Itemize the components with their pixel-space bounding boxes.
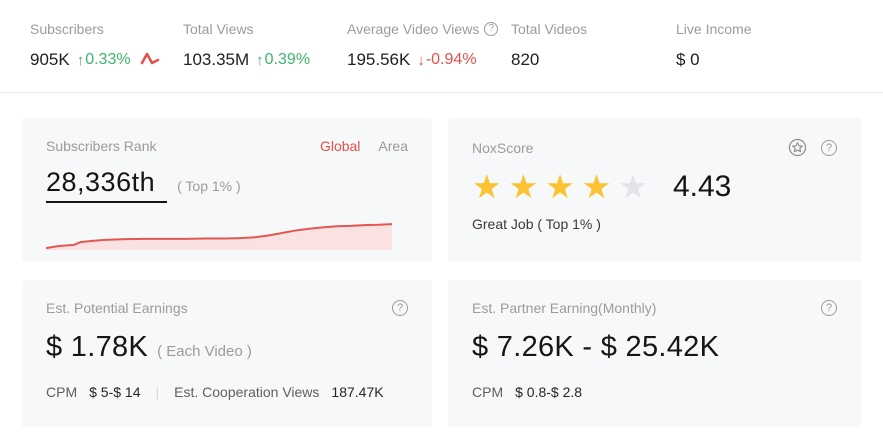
tab-global[interactable]: Global	[319, 138, 361, 154]
trend-down-icon: ↓	[417, 51, 425, 69]
partner-earnings-value: $ 7.26K - $ 25.42K	[472, 331, 720, 363]
score-badge-icon[interactable]	[788, 138, 807, 157]
stat-label: Total Views	[183, 21, 254, 37]
trend-sparkline-icon[interactable]	[140, 50, 162, 66]
stat-total-videos: Total Videos 820	[511, 21, 587, 70]
potential-earnings-card: Est. Potential Earnings ? $ 1.78K ( Each…	[22, 280, 432, 427]
cpm-value: $ 5-$ 14	[89, 384, 141, 400]
cpm-label: CPM	[46, 384, 78, 400]
subscribers-rank-value[interactable]: 28,336th	[46, 167, 168, 203]
subscribers-rank-note: ( Top 1% )	[177, 178, 241, 194]
help-icon[interactable]: ?	[821, 300, 837, 316]
star-icon: ★	[545, 168, 575, 205]
stat-label: Subscribers	[30, 21, 104, 37]
stat-average-video-views: Average Video Views ? 195.56K ↓ -0.94%	[347, 21, 499, 70]
star-icon: ★	[618, 168, 648, 205]
average-views-delta: -0.94%	[425, 51, 477, 68]
star-icon: ★	[581, 168, 612, 205]
noxscore-remark: Great Job ( Top 1% )	[472, 216, 601, 232]
card-title: Subscribers Rank	[46, 138, 157, 154]
total-videos-count: 820	[511, 50, 540, 69]
cooperation-views-label: Est. Cooperation Views	[174, 384, 320, 400]
stat-label: Total Videos	[511, 21, 588, 37]
stat-live-income: Live Income $ 0	[676, 21, 751, 70]
help-icon[interactable]: ?	[484, 22, 499, 36]
subscribers-rank-sparkline	[46, 214, 392, 250]
noxscore-rating: ★ ★ ★ ★ ★ 4.43	[472, 170, 837, 204]
potential-earnings-note: ( Each Video )	[157, 343, 252, 360]
stat-value: 103.35M ↑ 0.39%	[183, 50, 310, 70]
stat-value: 820	[511, 50, 587, 70]
potential-earnings-value: $ 1.78K	[46, 331, 149, 363]
stat-subscribers: Subscribers 905K ↑ 0.33%	[30, 21, 131, 70]
cpm-label: CPM	[472, 384, 504, 400]
live-income-value: $ 0	[676, 50, 700, 69]
star-icon: ★	[508, 168, 539, 205]
average-views-count: 195.56K	[347, 50, 411, 69]
star-icon: ★	[472, 168, 502, 205]
partner-earnings-meta: CPM $ 0.8-$ 2.8	[472, 384, 837, 400]
help-icon[interactable]: ?	[821, 139, 837, 156]
subscribers-rank-card: Subscribers Rank Global Area 28,336th ( …	[22, 118, 432, 262]
trend-up-icon: ↑	[76, 51, 85, 69]
card-title: NoxScore	[472, 139, 534, 156]
noxscore-stars: ★ ★ ★ ★ ★	[472, 170, 655, 204]
stat-value: $ 0	[676, 50, 751, 70]
stat-total-views: Total Views 103.35M ↑ 0.39%	[183, 21, 310, 70]
stats-topbar: Subscribers 905K ↑ 0.33% Total Views 103…	[0, 0, 883, 93]
card-title: Est. Partner Earning(Monthly)	[472, 300, 657, 316]
total-views-count: 103.35M	[183, 50, 250, 69]
total-views-delta: 0.39%	[264, 51, 311, 68]
subscribers-delta: 0.33%	[85, 51, 131, 68]
subscribers-count: 905K	[30, 50, 70, 69]
noxscore-value: 4.43	[672, 170, 732, 203]
partner-earnings-card: Est. Partner Earning(Monthly) ? $ 7.26K …	[448, 280, 861, 427]
cpm-value: $ 0.8-$ 2.8	[515, 384, 583, 400]
rank-scope-tabs: Global Area	[320, 138, 408, 154]
stat-value: 195.56K ↓ -0.94%	[347, 50, 498, 70]
noxscore-card: NoxScore ? ★ ★ ★ ★ ★ 4.43 Great Job ( Top 1%…	[448, 118, 861, 262]
stat-label: Live Income	[676, 21, 752, 37]
potential-earnings-meta: CPM $ 5-$ 14 | Est. Cooperation Views 18…	[46, 384, 408, 400]
cooperation-views-value: 187.47K	[331, 384, 384, 400]
tab-area[interactable]: Area	[378, 138, 408, 154]
card-title: Est. Potential Earnings	[46, 300, 188, 316]
stat-label-text: Average Video Views	[347, 21, 480, 37]
stat-value: 905K ↑ 0.33%	[30, 50, 131, 70]
trend-up-icon: ↑	[256, 51, 264, 69]
stat-label: Average Video Views ?	[347, 21, 499, 37]
help-icon[interactable]: ?	[392, 300, 408, 316]
meta-divider: |	[155, 384, 160, 400]
